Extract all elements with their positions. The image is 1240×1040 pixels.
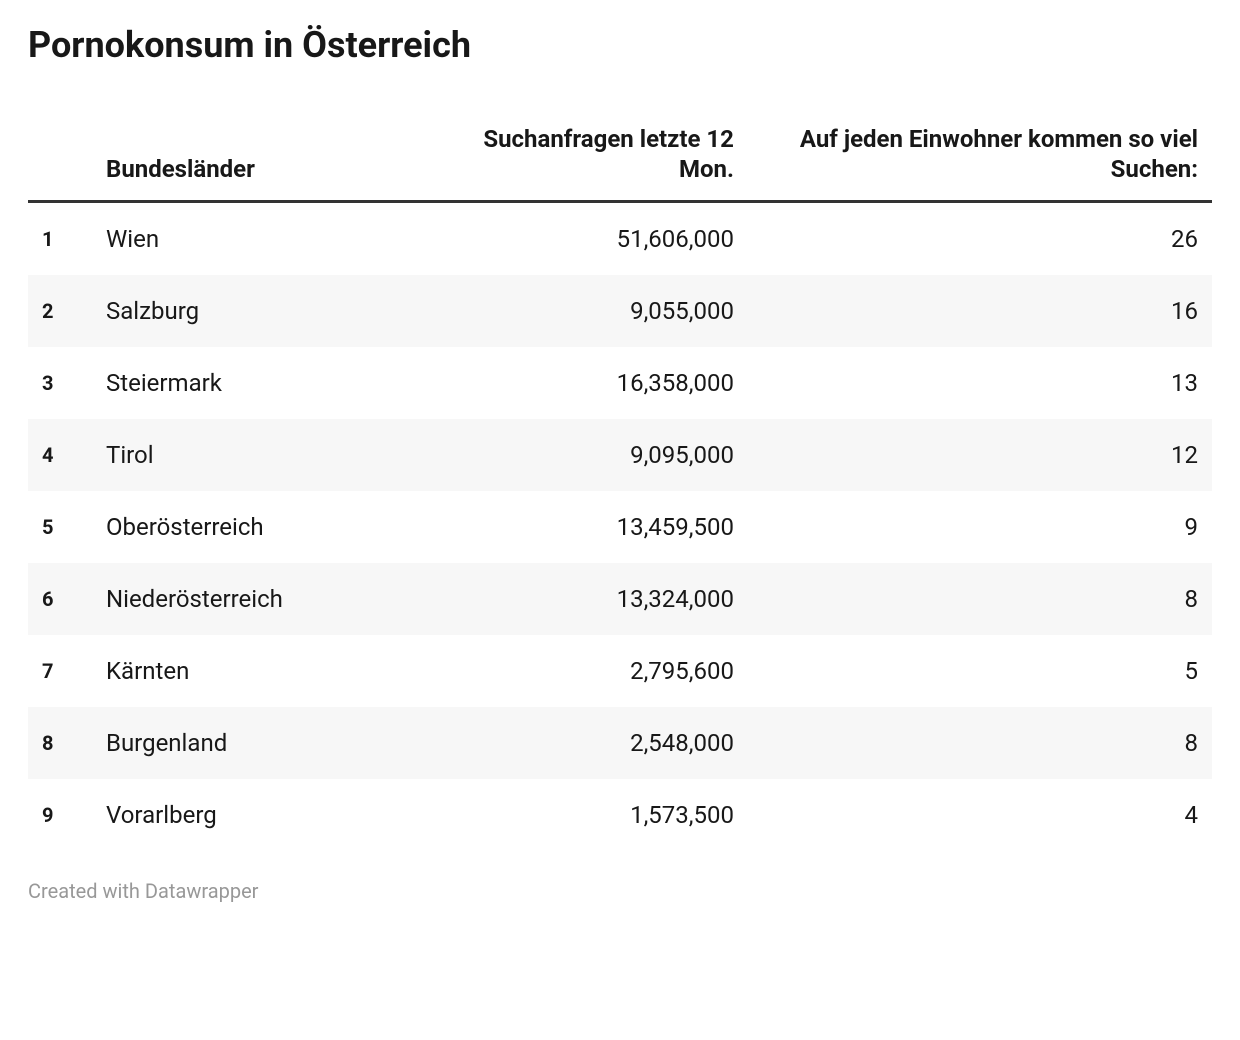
table-row: 6 Niederösterreich 13,324,000 8 (28, 563, 1212, 635)
cell-searches: 9,055,000 (432, 275, 748, 347)
col-header-name: Bundesländer (92, 114, 432, 202)
cell-per-capita: 8 (748, 563, 1212, 635)
cell-name: Steiermark (92, 347, 432, 419)
table-header-row: Bundesländer Suchanfragen letzte 12 Mon.… (28, 114, 1212, 202)
cell-rank: 6 (28, 563, 92, 635)
col-header-per-capita: Auf jeden Einwohner kommen so viel Suche… (748, 114, 1212, 202)
page-title: Pornokonsum in Österreich (28, 24, 1212, 66)
cell-searches: 2,548,000 (432, 707, 748, 779)
cell-per-capita: 12 (748, 419, 1212, 491)
table-row: 3 Steiermark 16,358,000 13 (28, 347, 1212, 419)
cell-per-capita: 5 (748, 635, 1212, 707)
table-row: 4 Tirol 9,095,000 12 (28, 419, 1212, 491)
cell-searches: 13,459,500 (432, 491, 748, 563)
cell-rank: 9 (28, 779, 92, 851)
cell-per-capita: 13 (748, 347, 1212, 419)
cell-per-capita: 4 (748, 779, 1212, 851)
cell-searches: 13,324,000 (432, 563, 748, 635)
cell-name: Burgenland (92, 707, 432, 779)
cell-name: Vorarlberg (92, 779, 432, 851)
table-row: 5 Oberösterreich 13,459,500 9 (28, 491, 1212, 563)
cell-searches: 9,095,000 (432, 419, 748, 491)
col-header-searches: Suchanfragen letzte 12 Mon. (432, 114, 748, 202)
table-row: 7 Kärnten 2,795,600 5 (28, 635, 1212, 707)
cell-name: Salzburg (92, 275, 432, 347)
table-body: 1 Wien 51,606,000 26 2 Salzburg 9,055,00… (28, 202, 1212, 852)
cell-per-capita: 26 (748, 202, 1212, 276)
col-header-rank (28, 114, 92, 202)
cell-rank: 7 (28, 635, 92, 707)
cell-searches: 51,606,000 (432, 202, 748, 276)
cell-searches: 16,358,000 (432, 347, 748, 419)
cell-rank: 8 (28, 707, 92, 779)
table-row: 9 Vorarlberg 1,573,500 4 (28, 779, 1212, 851)
cell-searches: 2,795,600 (432, 635, 748, 707)
cell-name: Niederösterreich (92, 563, 432, 635)
table-row: 1 Wien 51,606,000 26 (28, 202, 1212, 276)
cell-rank: 3 (28, 347, 92, 419)
cell-rank: 5 (28, 491, 92, 563)
table-row: 8 Burgenland 2,548,000 8 (28, 707, 1212, 779)
cell-searches: 1,573,500 (432, 779, 748, 851)
cell-per-capita: 16 (748, 275, 1212, 347)
cell-rank: 1 (28, 202, 92, 276)
table-row: 2 Salzburg 9,055,000 16 (28, 275, 1212, 347)
cell-name: Tirol (92, 419, 432, 491)
cell-name: Wien (92, 202, 432, 276)
cell-per-capita: 8 (748, 707, 1212, 779)
footer-credit: Created with Datawrapper (28, 879, 1212, 903)
cell-rank: 4 (28, 419, 92, 491)
data-table: Bundesländer Suchanfragen letzte 12 Mon.… (28, 114, 1212, 851)
cell-rank: 2 (28, 275, 92, 347)
cell-per-capita: 9 (748, 491, 1212, 563)
cell-name: Oberösterreich (92, 491, 432, 563)
cell-name: Kärnten (92, 635, 432, 707)
